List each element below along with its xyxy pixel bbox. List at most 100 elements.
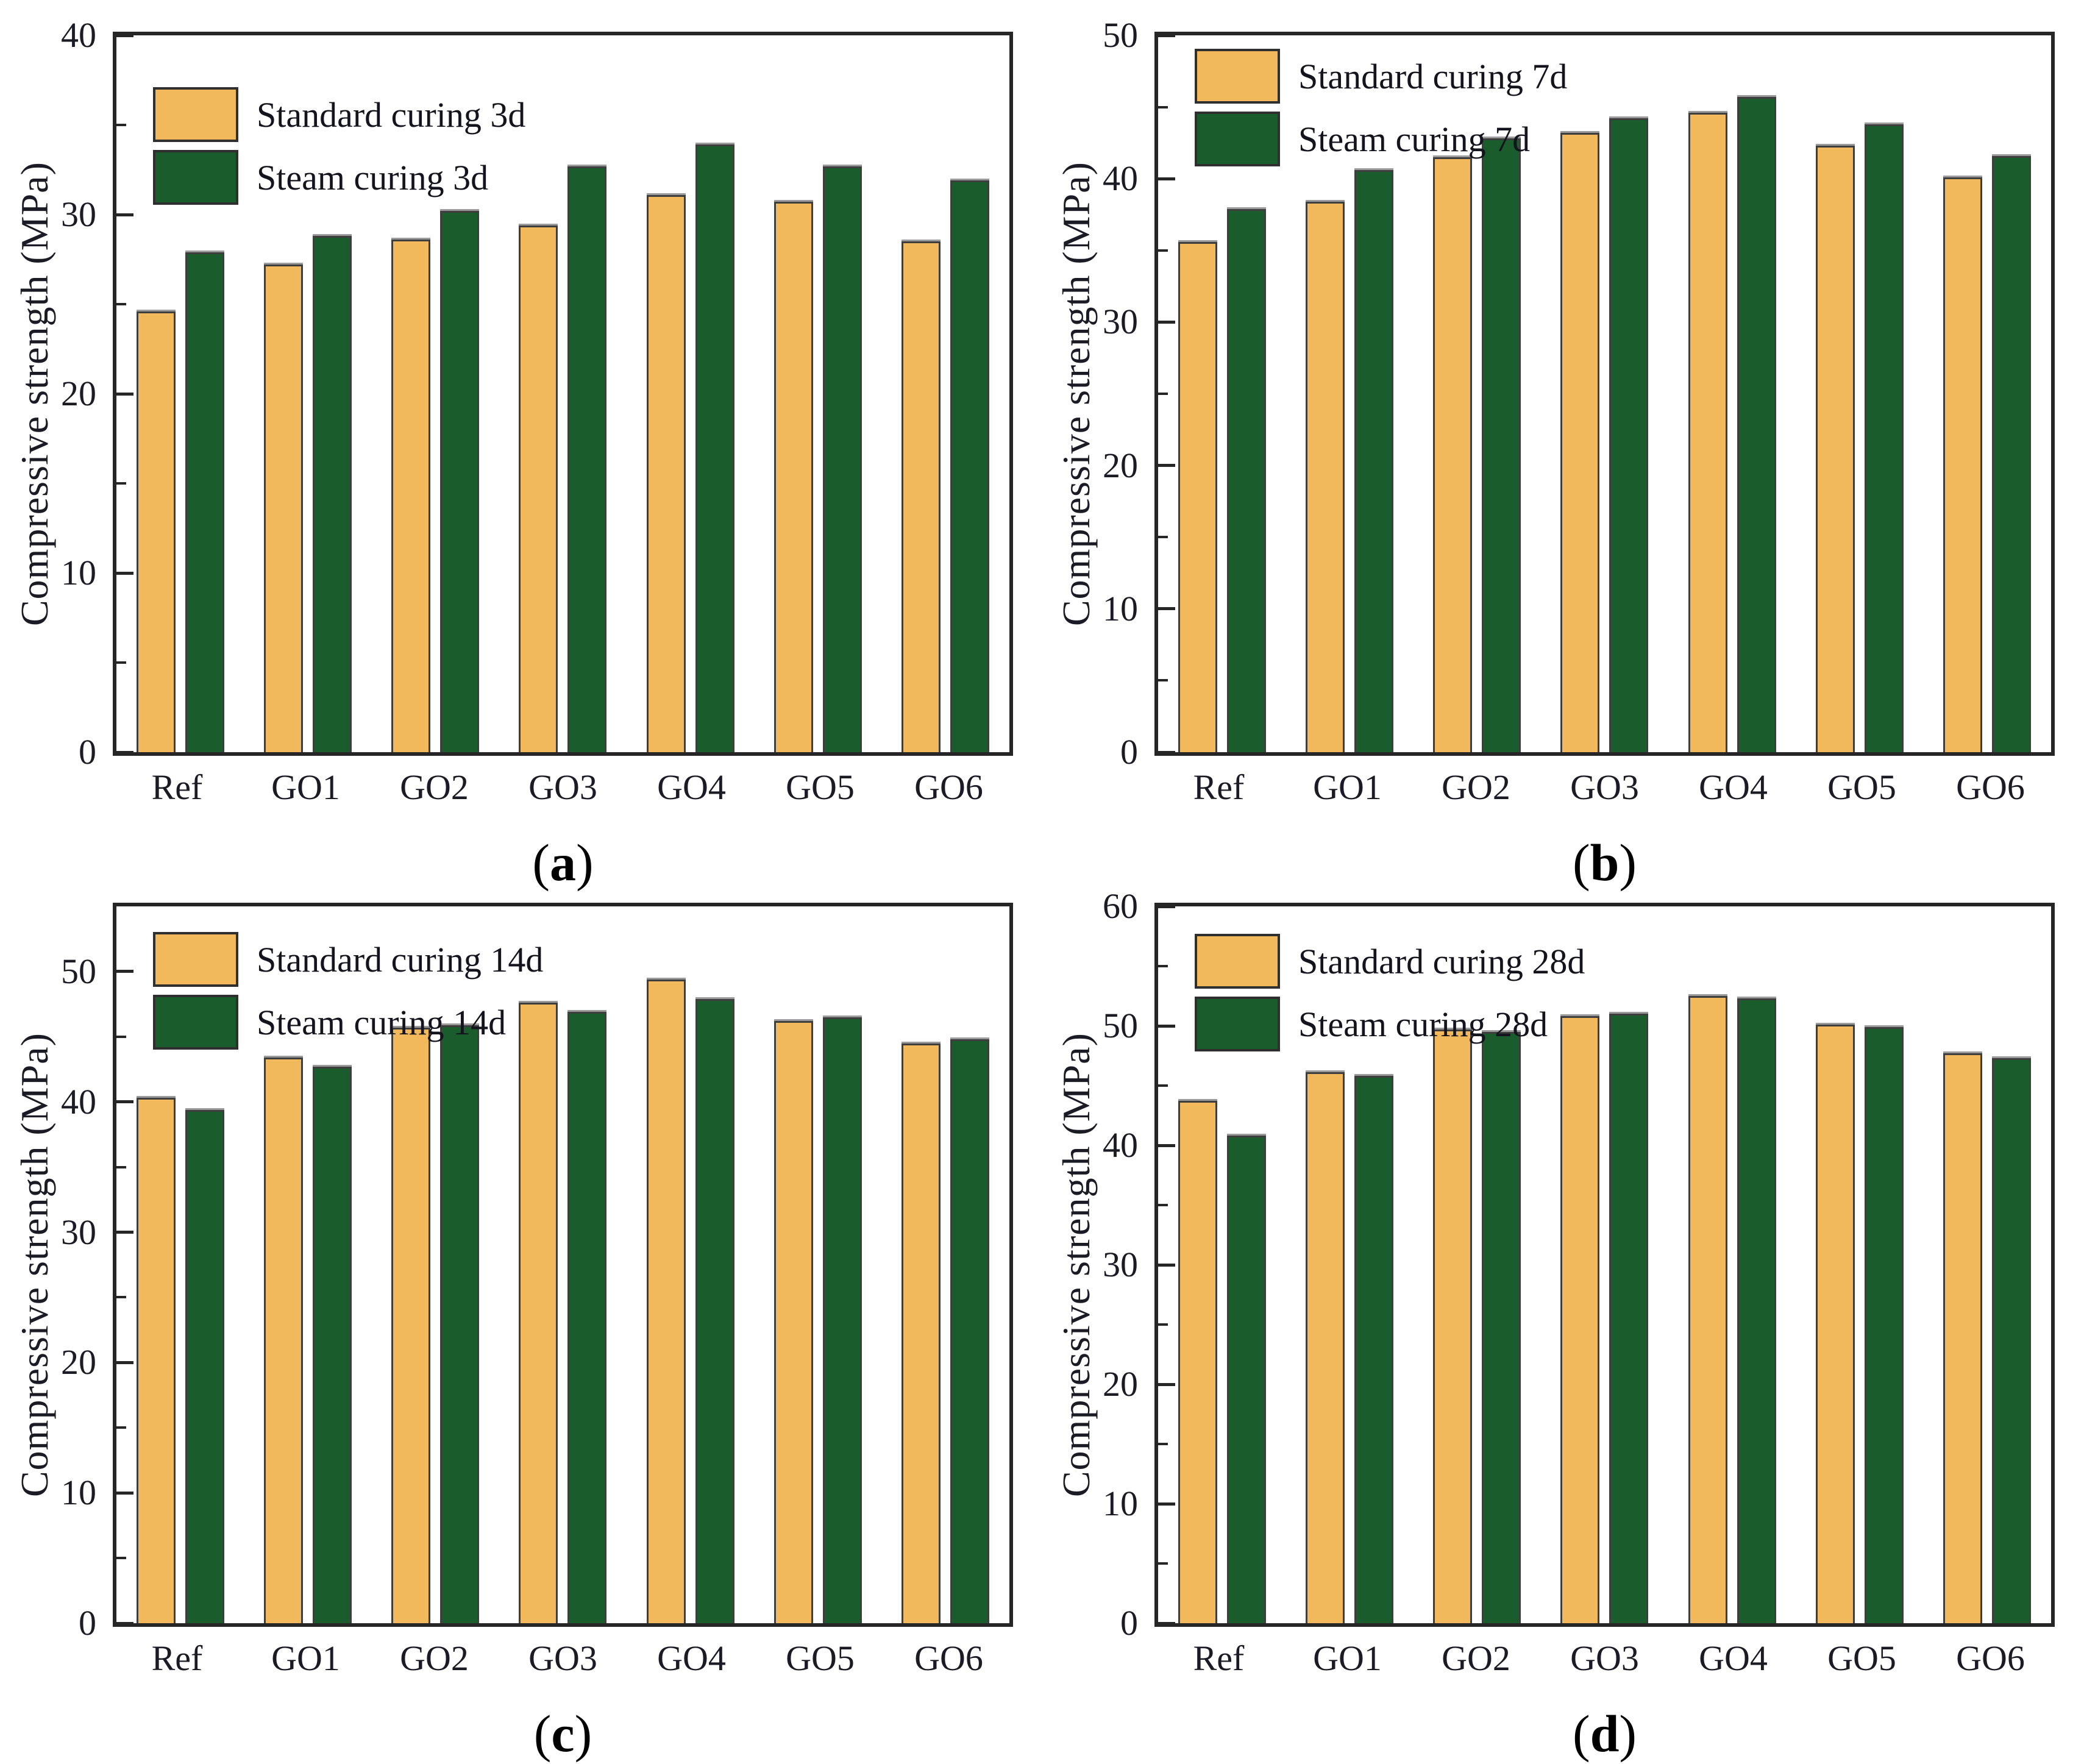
- y-minor-tick: [1158, 1204, 1168, 1206]
- legend: Standard curing 3d Steam curing 3d: [153, 87, 525, 205]
- bar-standard-Ref: [1178, 241, 1217, 752]
- y-major-tick: [1158, 1502, 1175, 1506]
- bar-standard-GO5: [774, 202, 814, 752]
- legend-label: Standard curing 3d: [257, 94, 526, 135]
- panel-b: Compressive strength (MPa) 0 10 20 30 40 50 Sta…: [1042, 0, 2083, 892]
- y-minor-tick: [1158, 965, 1168, 967]
- y-tick-label: 30: [61, 1212, 96, 1252]
- panel-c: Compressive strength (MPa) 0 10 20 30 40 50 Sta…: [0, 871, 1042, 1763]
- bar-steam-GO5: [1865, 1026, 1904, 1623]
- bar-steam-Ref: [1226, 1136, 1266, 1623]
- bar-steam-GO2: [1482, 1031, 1521, 1623]
- y-major-tick: [116, 970, 133, 973]
- y-tick-label: 20: [1103, 1364, 1138, 1404]
- bar-group-GO6: [1924, 35, 2051, 752]
- y-tick-label: 40: [61, 15, 96, 55]
- bar-standard-GO3: [1560, 132, 1600, 752]
- y-tick-label: 0: [1120, 732, 1138, 772]
- caption-letter: d: [1590, 1704, 1620, 1763]
- x-label-Ref: Ref: [1193, 767, 1245, 807]
- x-label-GO1: GO1: [1313, 1638, 1382, 1678]
- legend: Standard curing 28d Steam curing 28d: [1195, 934, 1585, 1051]
- y-major-tick: [1158, 1024, 1175, 1028]
- y-major-tick: [116, 1621, 133, 1625]
- y-major-tick: [1158, 905, 1175, 908]
- panel-a: Compressive strength (MPa) 0 10 20 30 40 Stand…: [0, 0, 1042, 892]
- y-major-tick: [1158, 750, 1175, 754]
- legend-row: Standard curing 7d: [1195, 49, 1567, 104]
- legend-swatch-standard: [1195, 49, 1280, 104]
- bar-group-GO6: [1924, 906, 2051, 1623]
- y-tick-label: 20: [61, 1342, 96, 1382]
- bar-standard-GO1: [263, 265, 303, 752]
- bar-standard-GO4: [1688, 113, 1727, 752]
- caption-letter: a: [550, 833, 576, 892]
- y-major-tick: [1158, 1621, 1175, 1625]
- bar-steam-GO6: [1992, 155, 2032, 752]
- y-major-tick: [116, 34, 133, 37]
- y-minor-tick: [116, 661, 126, 664]
- legend-swatch-standard: [153, 87, 238, 142]
- legend-label: Standard curing 7d: [1298, 56, 1568, 96]
- bar-group-GO5: [754, 906, 881, 1623]
- panel-caption-c: (c): [533, 1704, 592, 1763]
- legend-swatch-steam: [153, 995, 238, 1050]
- y-minor-tick: [116, 1557, 126, 1560]
- y-major-tick: [116, 1231, 133, 1234]
- y-major-tick: [1158, 34, 1175, 37]
- bar-steam-GO3: [1609, 1014, 1649, 1623]
- bar-steam-GO6: [1992, 1058, 2032, 1623]
- x-axis-labels: Ref GO1 GO2 GO3 GO4 GO5 GO6: [1154, 1638, 2055, 1679]
- panel-caption-d: (d): [1572, 1704, 1637, 1763]
- legend-label: Steam curing 3d: [257, 157, 489, 197]
- bar-standard-GO5: [774, 1021, 814, 1623]
- y-tick-label: 40: [61, 1081, 96, 1122]
- bar-standard-GO6: [1943, 1053, 1983, 1623]
- caption-letter: c: [551, 1704, 575, 1763]
- bar-group-GO2: [372, 35, 499, 752]
- x-label-GO6: GO6: [914, 1638, 983, 1678]
- bar-group-GO2: [372, 906, 499, 1623]
- x-label-GO2: GO2: [1442, 1638, 1510, 1678]
- bar-standard-GO5: [1816, 1025, 1855, 1623]
- legend-row: Steam curing 7d: [1195, 112, 1567, 166]
- legend: Standard curing 7d Steam curing 7d: [1195, 49, 1567, 166]
- bar-group-GO5: [1796, 35, 1923, 752]
- y-minor-tick: [1158, 1084, 1168, 1087]
- legend-swatch-standard: [1195, 934, 1280, 989]
- bar-steam-Ref: [185, 1109, 224, 1623]
- x-label-Ref: Ref: [151, 767, 203, 807]
- panel-d: Compressive strength (MPa) 0 10 20 30 40 50 60 S…: [1042, 871, 2083, 1763]
- x-label-GO2: GO2: [400, 1638, 469, 1678]
- bar-group-Ref: [1158, 906, 1286, 1623]
- bar-group-GO5: [754, 35, 881, 752]
- bar-steam-GO2: [440, 211, 480, 752]
- legend: Standard curing 14d Steam curing 14d: [153, 932, 543, 1050]
- bar-steam-Ref: [1226, 208, 1266, 752]
- y-minor-tick: [1158, 105, 1168, 108]
- y-minor-tick: [1158, 1323, 1168, 1326]
- x-label-GO4: GO4: [657, 1638, 726, 1678]
- bar-group-GO4: [627, 35, 754, 752]
- y-major-tick: [1158, 607, 1175, 611]
- legend-label: Standard curing 14d: [257, 939, 544, 980]
- bar-steam-GO2: [440, 1025, 480, 1623]
- y-major-tick: [116, 750, 133, 754]
- y-tick-label: 20: [1103, 445, 1138, 485]
- caption-letter: b: [1590, 833, 1620, 892]
- bar-group-GO1: [244, 906, 371, 1623]
- bar-standard-GO6: [902, 1043, 941, 1623]
- y-tick-label: 30: [61, 194, 96, 234]
- bar-steam-GO5: [823, 166, 862, 752]
- y-tick-label: 10: [1103, 588, 1138, 628]
- bar-standard-Ref: [136, 1098, 176, 1623]
- y-minor-tick: [1158, 536, 1168, 539]
- x-label-GO1: GO1: [1313, 767, 1382, 807]
- y-tick-label: 30: [1103, 1245, 1138, 1284]
- y-tick-label: 10: [61, 553, 96, 592]
- bar-steam-GO4: [1737, 97, 1776, 752]
- x-label-GO4: GO4: [1699, 767, 1768, 807]
- y-major-tick: [116, 392, 133, 396]
- bar-steam-Ref: [185, 252, 224, 752]
